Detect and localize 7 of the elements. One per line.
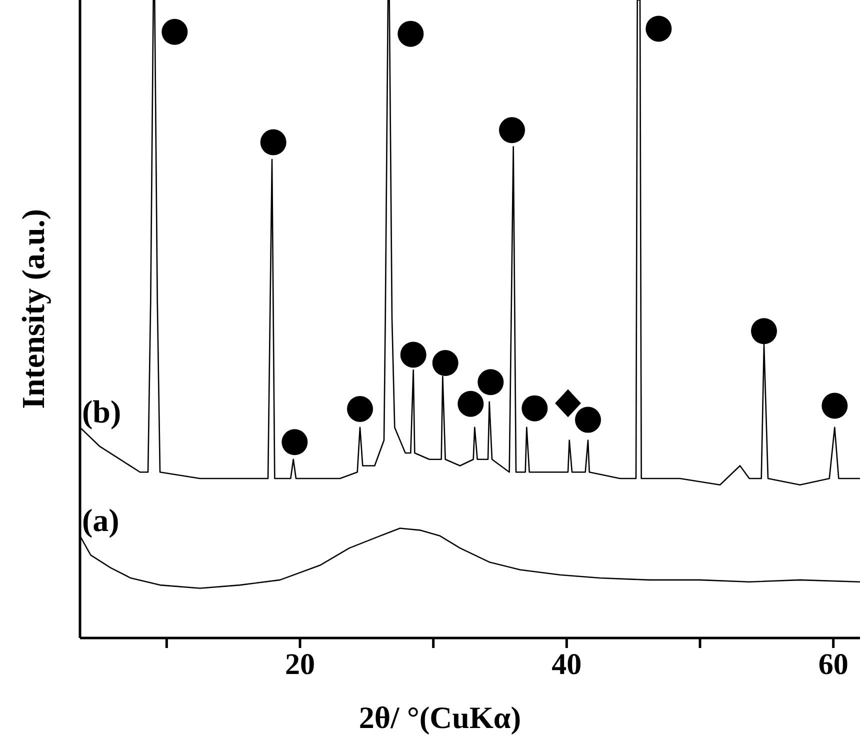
x-tick-label: 40: [552, 648, 582, 681]
series-label: (a): [82, 502, 120, 538]
x-tick-label: 60: [818, 648, 848, 681]
x-tick-label: 20: [285, 648, 315, 681]
x-axis-title: 2θ/ °(CuKα): [358, 700, 522, 735]
series-label: (b): [82, 393, 122, 430]
y-axis-title: Intensity (a.u.): [15, 208, 51, 410]
